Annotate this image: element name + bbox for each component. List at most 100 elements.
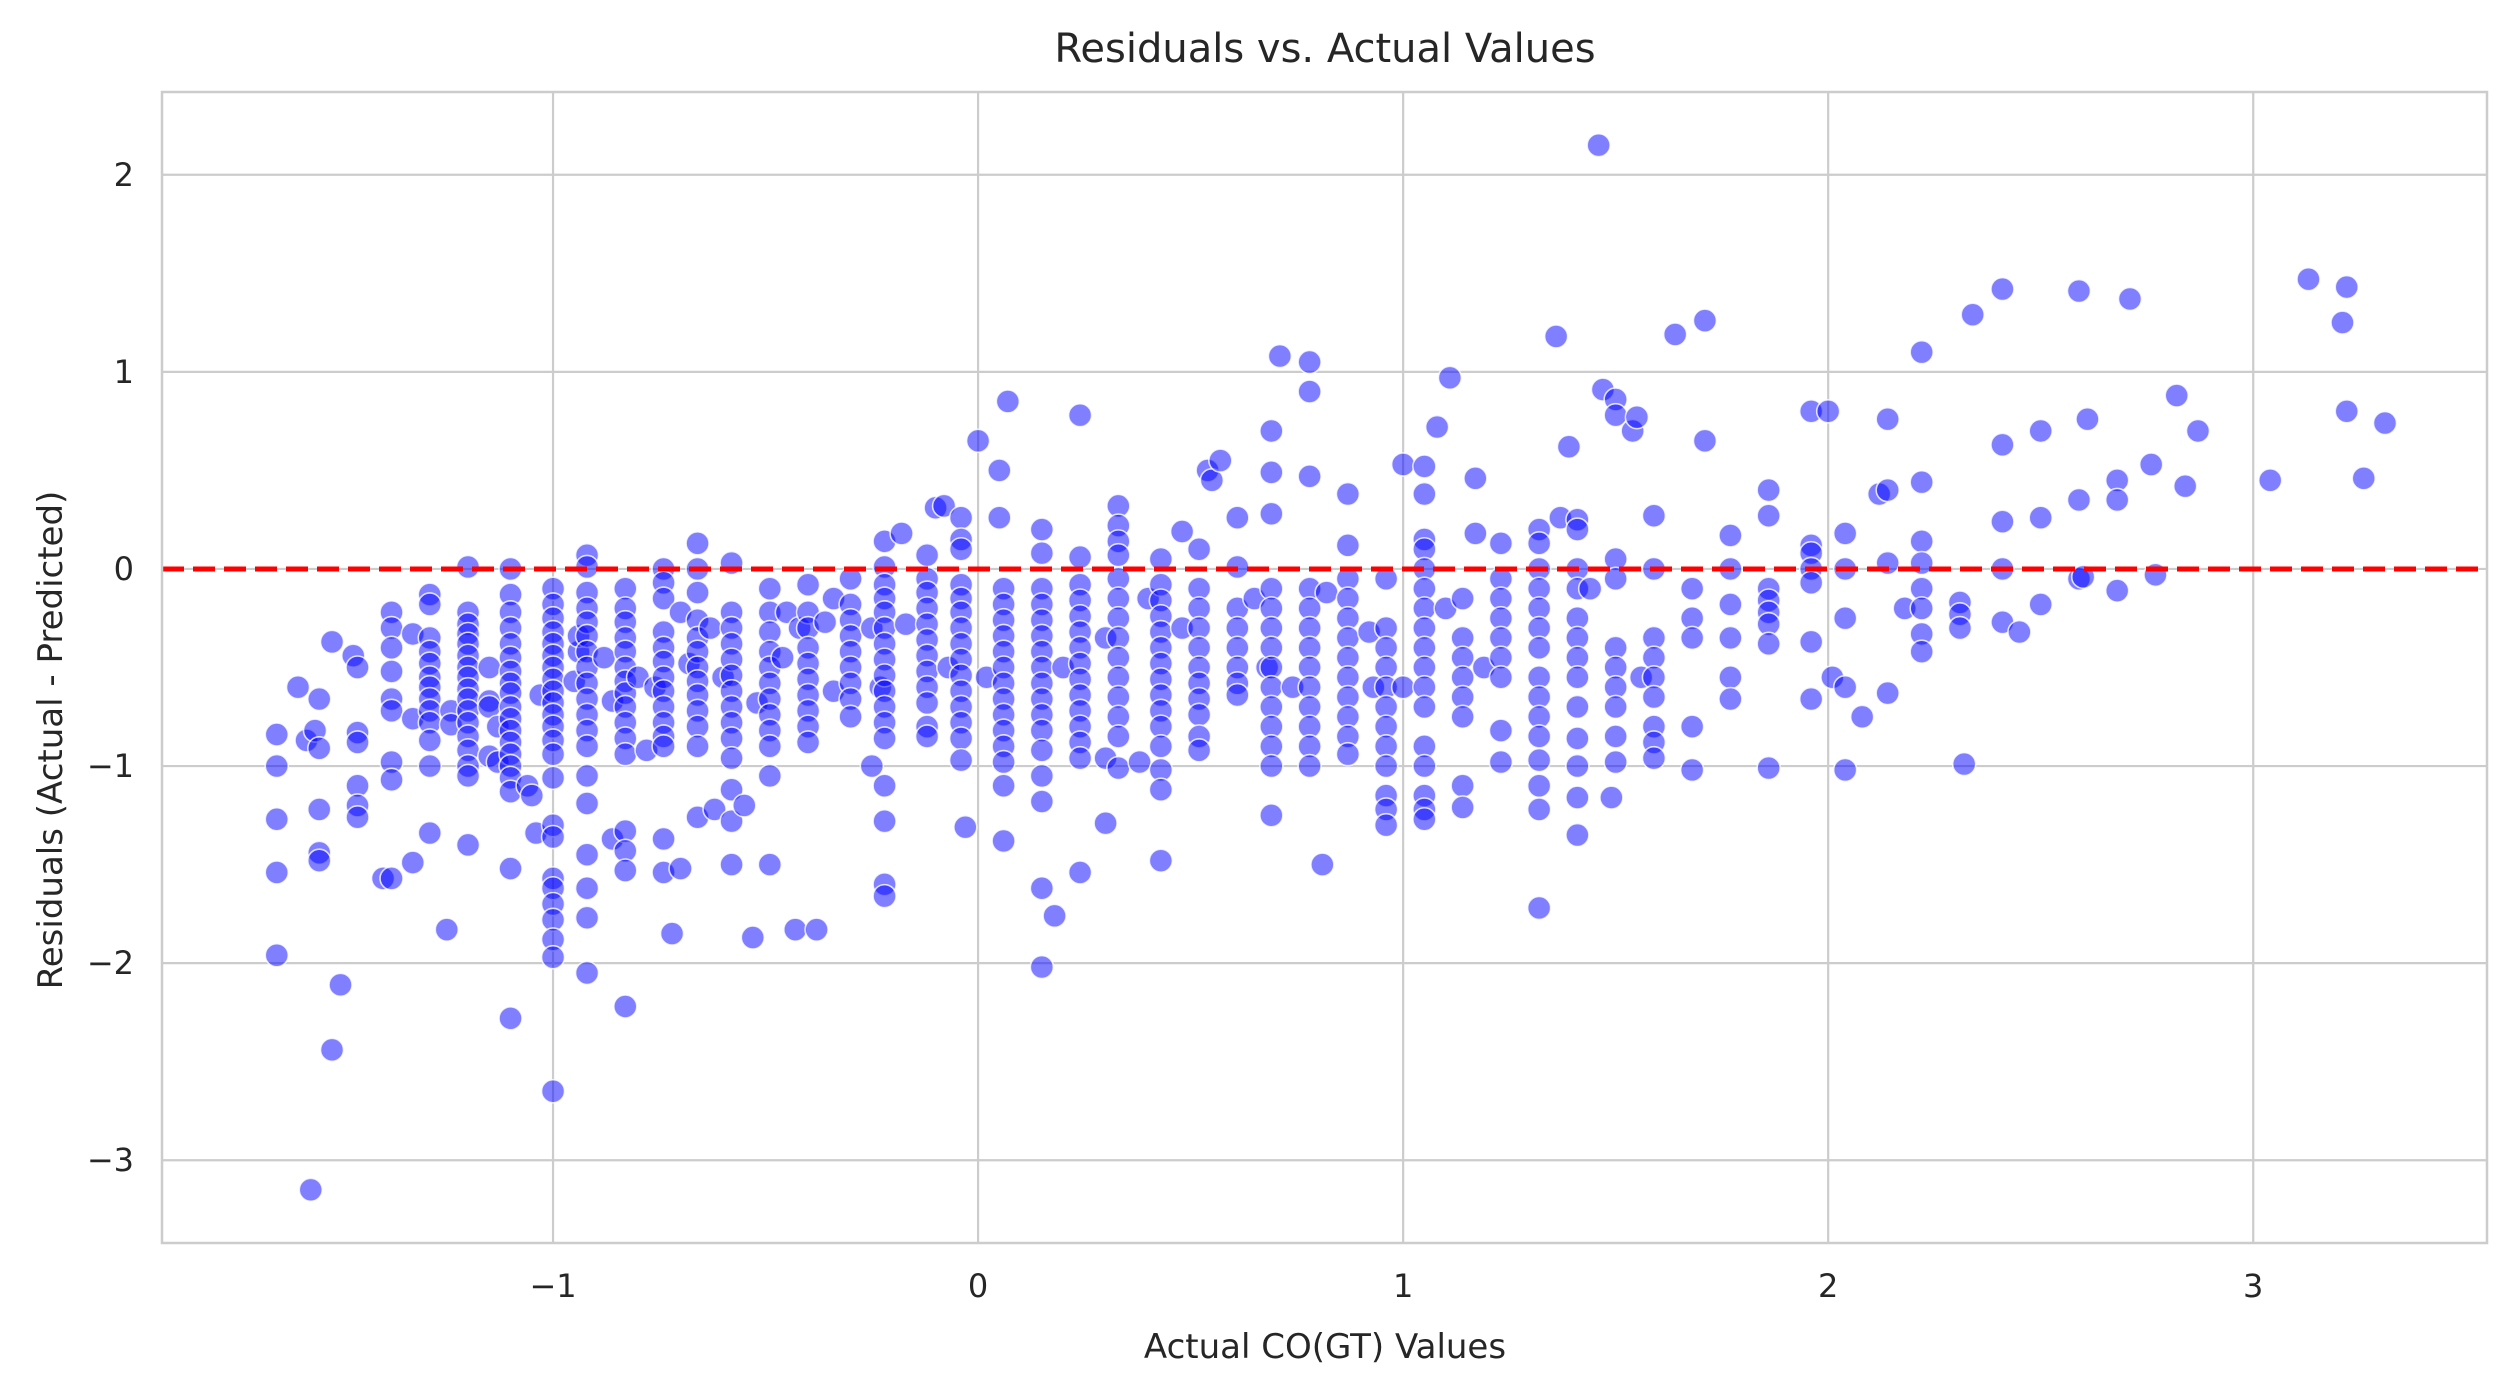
data-point bbox=[1718, 592, 1743, 617]
data-point bbox=[1412, 481, 1437, 507]
x-tick-label: 3 bbox=[2243, 1267, 2263, 1305]
data-point bbox=[1412, 753, 1437, 779]
data-point bbox=[1463, 465, 1488, 491]
data-point bbox=[1641, 745, 1667, 771]
data-point bbox=[455, 763, 481, 789]
data-point bbox=[1186, 536, 1212, 562]
data-point bbox=[1450, 773, 1475, 799]
x-tick-labels: −1 0 1 2 3 bbox=[529, 1267, 2263, 1305]
data-point bbox=[2007, 619, 2032, 645]
data-point bbox=[417, 728, 443, 753]
data-point bbox=[2028, 592, 2054, 617]
data-point bbox=[1042, 903, 1067, 929]
data-point bbox=[948, 747, 974, 773]
data-point bbox=[719, 745, 744, 771]
data-point bbox=[1450, 795, 1475, 820]
data-point bbox=[1067, 402, 1093, 428]
data-point bbox=[872, 726, 897, 751]
data-point bbox=[1093, 810, 1118, 836]
data-point bbox=[685, 580, 710, 605]
data-point bbox=[1603, 566, 1628, 592]
data-point bbox=[1526, 531, 1552, 556]
data-point bbox=[2351, 465, 2377, 491]
data-point bbox=[1335, 481, 1361, 507]
data-point bbox=[1067, 544, 1093, 570]
data-point bbox=[732, 793, 757, 818]
data-point bbox=[1960, 302, 1985, 328]
y-tick-labels: −3 −2 −1 0 1 2 bbox=[87, 156, 134, 1179]
data-point bbox=[345, 655, 370, 680]
data-point bbox=[1662, 322, 1688, 347]
data-point bbox=[804, 917, 829, 942]
data-point bbox=[1029, 540, 1055, 566]
data-point bbox=[1186, 737, 1212, 763]
data-point bbox=[914, 690, 940, 716]
data-point bbox=[889, 521, 914, 546]
data-point bbox=[1718, 625, 1743, 651]
data-point bbox=[1148, 734, 1174, 759]
data-point bbox=[285, 674, 311, 700]
data-point bbox=[379, 767, 404, 793]
data-point bbox=[1641, 684, 1667, 710]
data-point bbox=[1259, 501, 1284, 527]
data-point bbox=[1909, 469, 1934, 495]
data-point bbox=[1947, 615, 1973, 641]
data-point bbox=[1259, 803, 1284, 828]
data-point bbox=[1106, 542, 1131, 568]
data-point bbox=[1029, 517, 1055, 542]
y-tick-label: 2 bbox=[114, 156, 134, 194]
data-point bbox=[931, 493, 957, 519]
data-point bbox=[770, 645, 795, 670]
data-point bbox=[1565, 665, 1590, 690]
data-point bbox=[1029, 763, 1055, 789]
data-point bbox=[519, 783, 545, 808]
data-point bbox=[1310, 852, 1335, 877]
data-point bbox=[1599, 785, 1624, 810]
data-point bbox=[306, 848, 332, 873]
data-point bbox=[298, 1177, 324, 1203]
y-axis-title: Residuals (Actual - Predicted) bbox=[31, 491, 71, 990]
data-point bbox=[574, 791, 600, 816]
data-point bbox=[1267, 343, 1293, 369]
data-point bbox=[1756, 503, 1781, 529]
data-point bbox=[1692, 428, 1718, 454]
data-point bbox=[757, 763, 783, 789]
data-point bbox=[1148, 848, 1174, 873]
data-point bbox=[1029, 789, 1055, 814]
x-tick-label: 2 bbox=[1818, 1267, 1838, 1305]
data-point bbox=[995, 389, 1021, 414]
data-point bbox=[1565, 726, 1590, 751]
data-point bbox=[1067, 860, 1093, 885]
data-point bbox=[1259, 460, 1284, 485]
data-point bbox=[991, 749, 1016, 775]
data-point bbox=[1029, 737, 1055, 763]
data-point bbox=[379, 698, 404, 724]
data-point bbox=[1909, 529, 1934, 554]
data-point bbox=[1106, 755, 1131, 781]
data-point bbox=[345, 804, 370, 830]
data-point bbox=[2172, 473, 2198, 499]
data-point bbox=[264, 942, 290, 968]
data-point bbox=[795, 730, 821, 755]
data-point bbox=[2257, 467, 2283, 493]
data-point bbox=[1798, 686, 1824, 712]
data-point bbox=[345, 730, 370, 755]
data-point bbox=[914, 724, 940, 749]
data-point bbox=[1875, 477, 1900, 503]
data-point bbox=[306, 686, 332, 712]
data-point bbox=[1208, 448, 1233, 473]
data-point bbox=[2138, 452, 2164, 477]
y-tick-label: −1 bbox=[87, 747, 134, 785]
data-point bbox=[1832, 757, 1858, 783]
data-point bbox=[1526, 747, 1552, 773]
data-point bbox=[698, 615, 723, 641]
data-point bbox=[1335, 741, 1361, 767]
data-point bbox=[379, 659, 404, 684]
data-point bbox=[757, 576, 783, 601]
data-point bbox=[1756, 755, 1781, 781]
data-point bbox=[1565, 694, 1590, 720]
data-point bbox=[1990, 276, 2015, 302]
data-point bbox=[417, 592, 443, 617]
